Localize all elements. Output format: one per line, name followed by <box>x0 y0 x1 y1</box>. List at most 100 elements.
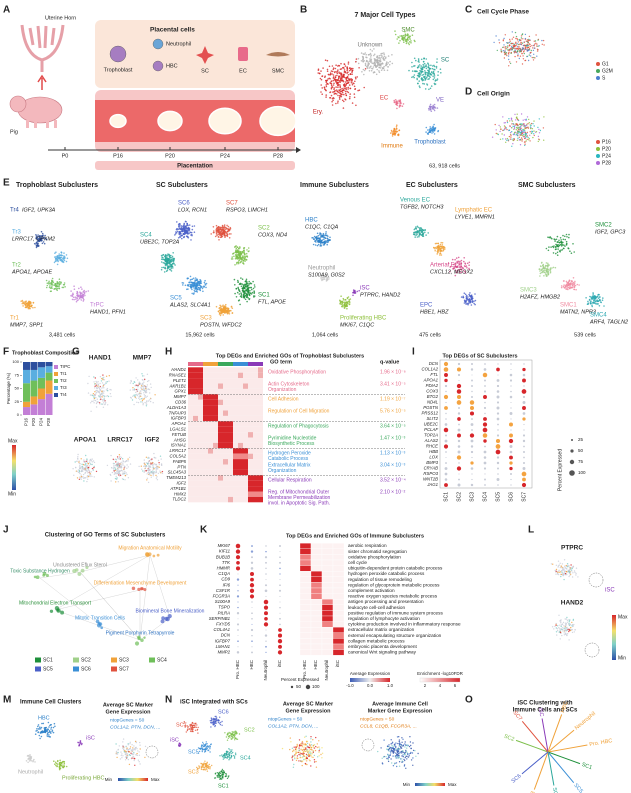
cell-dot <box>603 305 605 307</box>
cell-dot <box>417 59 420 61</box>
dot <box>496 390 500 393</box>
cell-dot <box>429 87 432 90</box>
cell-dot <box>433 133 436 135</box>
label: 7 Major Cell Types <box>355 12 416 19</box>
cell-dot <box>339 302 341 305</box>
cell-dot <box>512 125 514 128</box>
cell-dot <box>182 233 185 235</box>
cell-dot <box>337 94 339 97</box>
cell-dot <box>431 65 434 67</box>
cell-dot <box>148 473 151 475</box>
cell-dot <box>339 84 341 86</box>
heatmap-cell <box>248 496 253 503</box>
cell-dot <box>214 235 217 238</box>
dot <box>471 374 473 376</box>
cell-dot <box>146 395 148 397</box>
heatmap-cell <box>238 405 243 411</box>
cell-dot <box>436 58 438 60</box>
cell-dot <box>533 56 535 59</box>
dot <box>470 395 474 399</box>
cell-dot <box>234 264 236 266</box>
heatmap-cell <box>213 367 218 373</box>
heatmap-cell <box>258 469 263 476</box>
cell-dot <box>37 244 40 247</box>
cell-dot <box>502 116 504 118</box>
heatmap-cell <box>258 432 263 438</box>
cell-dot <box>90 410 92 412</box>
cell-dot <box>96 389 98 392</box>
cell-dot <box>399 104 402 107</box>
cell-dot <box>142 470 144 472</box>
label: CD36 <box>175 400 187 405</box>
cell-dot <box>561 242 563 244</box>
cell-dot <box>187 236 190 239</box>
heatmap-cell <box>233 437 238 443</box>
cell-dot <box>340 62 342 65</box>
label: Tr2 <box>60 378 67 383</box>
cell-dot <box>185 225 187 227</box>
cell-dot <box>528 38 530 41</box>
cell-dot <box>394 134 396 136</box>
label: MMP7 <box>174 394 187 399</box>
cell-dot <box>569 282 572 285</box>
heatmap-cell <box>223 453 228 460</box>
cell-dot <box>351 70 354 72</box>
heatmap-cell <box>223 421 228 427</box>
cell-dot <box>406 41 408 43</box>
cell-dot <box>538 138 540 140</box>
cell-dot <box>435 67 438 69</box>
heatmap-cell <box>193 394 198 400</box>
cell-dot <box>353 96 356 99</box>
heatmap-cell <box>258 394 263 400</box>
heatmap-cell <box>253 469 258 476</box>
cell-dot <box>112 458 115 460</box>
cell-dot <box>415 70 418 72</box>
cell-dot <box>393 130 395 132</box>
heatmap-cell <box>228 453 233 460</box>
cell-dot <box>343 75 345 77</box>
cell-dot <box>197 281 200 284</box>
cell-dot <box>87 392 90 394</box>
cell-dot <box>427 66 430 68</box>
heatmap-cell <box>193 415 198 422</box>
cell-dot <box>387 62 390 64</box>
cell-dot <box>526 39 529 41</box>
cell-dot <box>432 125 435 128</box>
cell-dot <box>420 77 423 79</box>
cell-dot <box>190 286 192 289</box>
cell-dot <box>347 91 350 94</box>
cell-dot <box>520 125 523 127</box>
cell-dot <box>566 286 569 288</box>
cell-dot <box>546 274 548 277</box>
cell-dot <box>320 245 323 247</box>
cell-dot <box>433 77 436 79</box>
heatmap-cell <box>258 426 263 433</box>
timeline-arrow <box>296 147 301 153</box>
cell-dot <box>170 266 172 268</box>
cell-dot <box>566 236 568 238</box>
heatmap-cell <box>248 367 253 373</box>
heatmap-cell <box>188 421 193 427</box>
cell-dot <box>527 123 529 125</box>
cell-dot <box>425 131 427 133</box>
cell-dot <box>527 44 530 46</box>
cell-dot <box>103 387 105 389</box>
cell-dot <box>470 295 473 298</box>
cell-dot <box>223 307 225 309</box>
heatmap-cell <box>238 453 243 460</box>
cell-dot <box>524 144 526 147</box>
cell-dot <box>180 225 182 227</box>
cell-dot <box>199 279 201 281</box>
cell-dot <box>371 62 374 65</box>
cell-dot <box>345 83 348 85</box>
label: IGF2 <box>176 481 186 486</box>
cell-dot <box>348 97 351 100</box>
cell-dot <box>343 305 346 307</box>
cell-dot <box>117 466 120 468</box>
cell-dot <box>124 461 126 463</box>
cell-dot <box>317 68 320 70</box>
cell-dot <box>146 403 148 405</box>
cell-dot <box>393 127 396 130</box>
cell-dot <box>78 287 80 290</box>
cell-dot <box>248 294 251 297</box>
